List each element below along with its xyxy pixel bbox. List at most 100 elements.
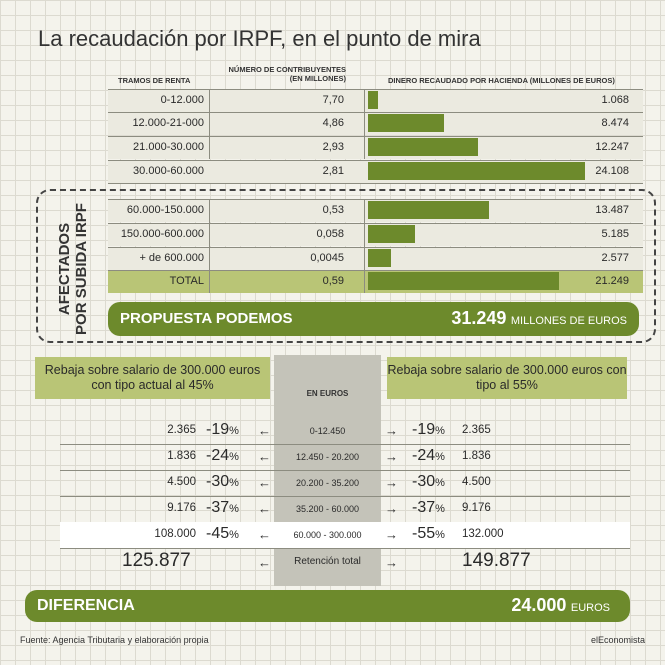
right-amount: 132.000 — [462, 528, 504, 540]
comparison-divider — [60, 548, 630, 549]
left-percent: -45% — [206, 525, 239, 543]
left-amount: 4.500 — [167, 476, 196, 488]
row-divider — [108, 199, 643, 200]
column-divider — [209, 89, 210, 159]
contribuyentes-header-line2: (EN MILLONES) — [289, 74, 346, 83]
revenue-value: 12.247 — [595, 141, 629, 153]
right-percent: -30% — [412, 473, 445, 491]
contribuyentes-value: 0,0045 — [310, 252, 344, 264]
percent-symbol: % — [435, 477, 445, 489]
row-divider — [108, 89, 643, 90]
source-note: Fuente: Agencia Tributaria y elaboración… — [20, 635, 209, 645]
total-right: 149.877 — [462, 550, 531, 571]
total-left: 125.877 — [122, 550, 191, 571]
percent-symbol: % — [229, 451, 239, 463]
arrow-right-icon: → — [385, 449, 398, 464]
row-divider — [108, 247, 643, 248]
right-amount: 4.500 — [462, 476, 491, 488]
arrow-right-icon: → — [385, 555, 398, 570]
percent-symbol: % — [229, 529, 239, 541]
left-amount: 2.365 — [167, 424, 196, 436]
row-divider — [108, 112, 643, 113]
propuesta-podemos-value: 31.249 — [451, 308, 507, 328]
contribuyentes-value: 4,86 — [322, 117, 344, 129]
left-percent: -37% — [206, 499, 239, 517]
left-percent-value: -19 — [206, 421, 230, 438]
revenue-value: 21.249 — [595, 275, 629, 287]
tramo-label: 30.000-60.000 — [133, 165, 204, 177]
tramo-label: 21.000-30.000 — [133, 141, 204, 153]
right-percent: -37% — [412, 499, 445, 517]
right-percent: -55% — [412, 525, 445, 543]
revenue-value: 13.487 — [595, 204, 629, 216]
right-percent: -24% — [412, 447, 445, 465]
tramos-header: TRAMOS DE RENTA — [118, 76, 191, 85]
propuesta-podemos-label: PROPUESTA PODEMOS — [120, 310, 293, 327]
contribuyentes-value: 2,81 — [322, 165, 344, 177]
right-percent: -19% — [412, 421, 445, 439]
right-amount: 2.365 — [462, 424, 491, 436]
arrow-right-icon: → — [385, 475, 398, 490]
left-percent: -19% — [206, 421, 239, 439]
percent-symbol: % — [435, 529, 445, 541]
revenue-bar — [368, 162, 585, 180]
comparison-divider — [60, 470, 630, 471]
column-divider — [364, 89, 365, 159]
propuesta-podemos-amount: 31.249 MILLONES DE EUROS — [451, 308, 627, 329]
revenue-value: 1.068 — [601, 94, 629, 106]
left-header-box: Rebaja sobre salario de 300.000 euros co… — [35, 357, 270, 399]
en-euros-header: EN EUROS — [306, 389, 349, 398]
revenue-bar — [368, 249, 392, 267]
percent-symbol: % — [229, 425, 239, 437]
revenue-bar — [368, 138, 479, 156]
revenue-bar — [368, 225, 415, 243]
tramo-label: 60.000-150.000 — [126, 204, 204, 216]
range-label: 0-12.450 — [309, 426, 346, 436]
left-amount: 108.000 — [154, 528, 196, 540]
afectados-label: AFECTADOS POR SUBIDA IRPF — [56, 194, 90, 344]
revenue-bar — [368, 201, 490, 219]
tramo-label: TOTAL — [169, 275, 204, 287]
range-label: 20.200 - 35.200 — [295, 478, 360, 488]
diferencia-value: 24.000 — [511, 595, 567, 615]
arrow-left-icon: ← — [258, 475, 271, 490]
contribuyentes-value: 7,70 — [322, 94, 344, 106]
revenue-bar — [368, 91, 378, 109]
range-label: 35.200 - 60.000 — [295, 504, 360, 514]
afectados-label-line2: POR SUBIDA IRPF — [73, 203, 90, 335]
row-divider — [108, 183, 643, 184]
range-label: 60.000 - 300.000 — [293, 530, 362, 540]
contribuyentes-value: 2,93 — [322, 141, 344, 153]
left-percent-value: -37 — [206, 499, 230, 516]
diferencia-unit: EUROS — [570, 602, 610, 614]
arrow-left-icon: ← — [258, 449, 271, 464]
row-divider — [108, 223, 643, 224]
percent-symbol: % — [229, 477, 239, 489]
comparison-divider — [60, 496, 630, 497]
percent-symbol: % — [435, 503, 445, 515]
right-percent-value: -37 — [412, 499, 436, 516]
diferencia-label: DIFERENCIA — [37, 597, 135, 614]
dinero-header: DINERO RECAUDADO POR HACIENDA (MILLONES … — [388, 76, 615, 85]
tramo-label: 12.000-21-000 — [132, 117, 204, 129]
right-amount: 1.836 — [462, 450, 491, 462]
afectados-label-line1: AFECTADOS — [56, 222, 73, 316]
arrow-left-icon: ← — [258, 555, 271, 570]
comparison-divider — [60, 444, 630, 445]
left-percent-value: -30 — [206, 473, 230, 490]
diferencia-band: DIFERENCIA 24.000 EUROS — [25, 590, 630, 622]
right-amount: 9.176 — [462, 502, 491, 514]
left-percent-value: -24 — [206, 447, 230, 464]
percent-symbol: % — [229, 503, 239, 515]
contribuyentes-value: 0,53 — [322, 204, 344, 216]
left-percent: -30% — [206, 473, 239, 491]
left-amount: 9.176 — [167, 502, 196, 514]
propuesta-podemos-band: PROPUESTA PODEMOS 31.249 MILLONES DE EUR… — [108, 302, 639, 336]
row-divider — [108, 270, 643, 271]
column-divider — [364, 199, 365, 293]
revenue-value: 5.185 — [601, 228, 629, 240]
revenue-bar — [368, 272, 560, 290]
left-percent: -24% — [206, 447, 239, 465]
tramo-label: 150.000-600.000 — [120, 228, 204, 240]
contribuyentes-header: NÚMERO DE CONTRIBUYENTES (EN MILLONES) — [216, 65, 346, 83]
